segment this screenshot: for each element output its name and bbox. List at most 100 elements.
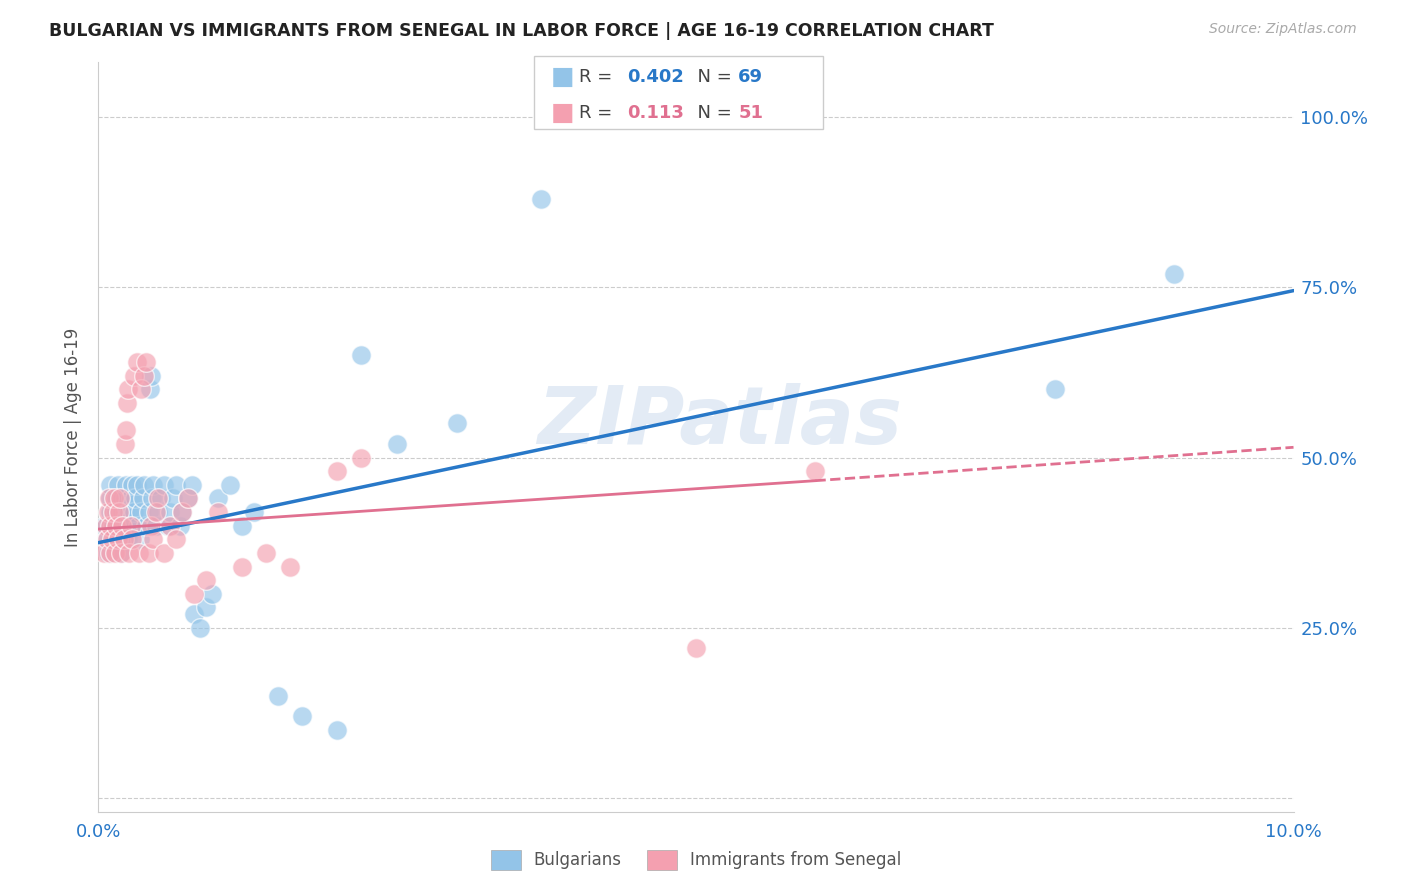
Point: [169, 518, 191, 533]
Point: [1043, 383, 1066, 397]
Text: N =: N =: [686, 104, 738, 122]
Point: [96, 533, 118, 547]
Text: ■: ■: [551, 65, 575, 88]
Point: [110, 546, 132, 560]
Point: [350, 450, 373, 465]
Point: [105, 505, 128, 519]
Point: [114, 491, 136, 506]
Point: [132, 477, 155, 491]
Point: [180, 477, 202, 491]
Point: [172, 505, 194, 519]
Point: [207, 505, 229, 519]
Point: [129, 533, 152, 547]
Point: [138, 546, 160, 560]
Point: [115, 477, 138, 491]
Point: [98, 477, 122, 491]
Point: [254, 546, 277, 560]
Text: R =: R =: [579, 68, 619, 86]
Text: 0.113: 0.113: [627, 104, 683, 122]
Point: [114, 437, 136, 451]
Point: [195, 600, 218, 615]
Point: [101, 518, 124, 533]
Point: [159, 505, 181, 519]
Point: [177, 491, 200, 506]
Point: [97, 505, 120, 519]
Point: [446, 417, 468, 431]
Point: [94, 518, 117, 533]
Point: [231, 559, 253, 574]
Point: [124, 491, 146, 506]
Point: [141, 491, 163, 506]
Text: 69: 69: [738, 68, 763, 86]
Y-axis label: In Labor Force | Age 16-19: In Labor Force | Age 16-19: [65, 327, 83, 547]
Point: [93, 546, 115, 560]
Point: [530, 192, 553, 206]
Point: [114, 505, 136, 519]
Point: [117, 533, 139, 547]
Point: [685, 641, 707, 656]
Point: [148, 491, 170, 506]
Point: [103, 533, 125, 547]
Point: [142, 533, 165, 547]
Text: ZIPatlas: ZIPatlas: [537, 383, 903, 461]
Point: [107, 477, 129, 491]
Point: [100, 533, 122, 547]
Point: [120, 491, 142, 506]
Point: [162, 491, 184, 506]
Point: [131, 383, 153, 397]
Point: [183, 607, 205, 622]
Point: [132, 368, 155, 383]
Point: [125, 355, 148, 369]
Point: [165, 477, 187, 491]
Point: [139, 383, 162, 397]
Point: [804, 464, 827, 478]
Point: [172, 505, 194, 519]
Point: [111, 491, 134, 506]
Point: [128, 546, 150, 560]
Point: [139, 518, 162, 533]
Point: [112, 518, 135, 533]
Point: [135, 355, 157, 369]
Point: [291, 709, 314, 723]
Point: [131, 505, 153, 519]
Point: [111, 518, 134, 533]
Point: [118, 505, 141, 519]
Point: [108, 533, 131, 547]
Text: R =: R =: [579, 104, 624, 122]
Point: [104, 546, 127, 560]
Point: [121, 533, 143, 547]
Point: [107, 533, 129, 547]
Point: [115, 396, 138, 410]
Point: [145, 505, 167, 519]
Point: [107, 505, 129, 519]
Point: [195, 573, 218, 587]
Point: [139, 368, 162, 383]
Point: [120, 518, 142, 533]
Point: [98, 505, 122, 519]
Point: [105, 491, 128, 506]
Point: [219, 477, 242, 491]
Point: [350, 348, 373, 362]
Point: [118, 546, 141, 560]
Point: [165, 533, 187, 547]
Point: [267, 689, 290, 703]
Point: [177, 491, 200, 506]
Text: 51: 51: [738, 104, 763, 122]
Point: [115, 423, 138, 437]
Point: [108, 491, 131, 506]
Point: [112, 533, 135, 547]
Point: [231, 518, 253, 533]
Point: [101, 505, 124, 519]
Point: [127, 518, 149, 533]
Point: [98, 491, 122, 506]
Text: Source: ZipAtlas.com: Source: ZipAtlas.com: [1209, 22, 1357, 37]
Point: [1163, 267, 1185, 281]
Point: [159, 518, 181, 533]
Text: BULGARIAN VS IMMIGRANTS FROM SENEGAL IN LABOR FORCE | AGE 16-19 CORRELATION CHAR: BULGARIAN VS IMMIGRANTS FROM SENEGAL IN …: [49, 22, 994, 40]
Point: [145, 518, 167, 533]
Text: ■: ■: [551, 102, 575, 125]
Point: [110, 546, 132, 560]
Point: [142, 477, 165, 491]
Point: [124, 368, 146, 383]
Point: [93, 518, 115, 533]
